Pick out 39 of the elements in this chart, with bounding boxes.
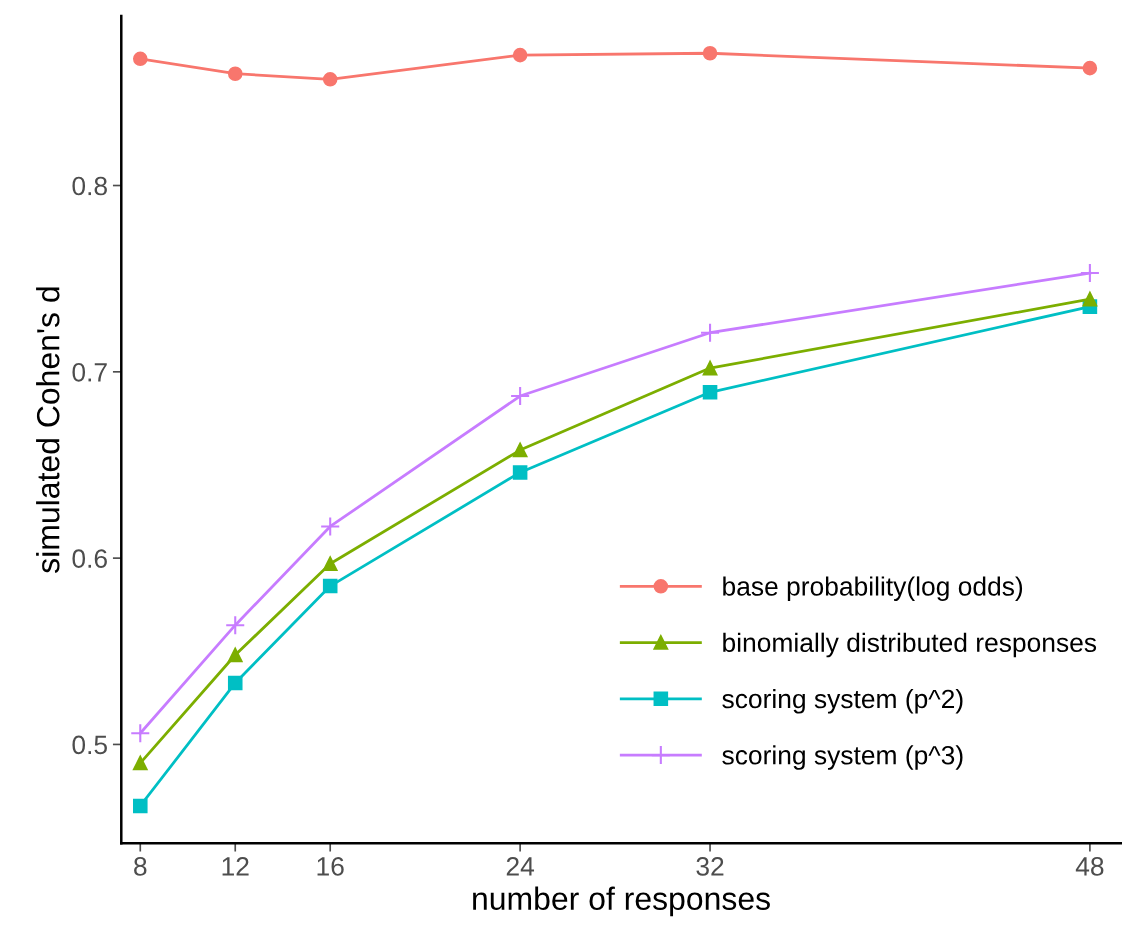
point (322, 578, 338, 594)
point (512, 47, 528, 63)
point (227, 675, 243, 691)
legend-label: base probability(log odds) (723, 576, 1023, 601)
point (702, 385, 718, 400)
y-tick-label: 0.5 (72, 735, 107, 755)
point (322, 556, 338, 572)
point (512, 465, 528, 480)
point (130, 723, 151, 744)
x-tick-label: 48 (1075, 857, 1104, 876)
x-tick-label: 16 (317, 857, 344, 876)
point (1082, 60, 1098, 76)
point (225, 615, 246, 636)
point (1079, 263, 1100, 284)
point (702, 45, 718, 61)
legend-label: scoring system (p^3) (722, 745, 963, 770)
point (227, 647, 243, 663)
legend-label: binomially distributed responses (723, 632, 1097, 658)
x-tick-label: 8 (134, 857, 147, 876)
point (132, 755, 148, 771)
point (322, 72, 338, 87)
point (702, 360, 718, 376)
x-axis-title: number of responses (473, 886, 770, 917)
x-tick-label: 24 (506, 857, 535, 876)
y-tick-label: 0.8 (72, 176, 107, 196)
point (1082, 291, 1098, 307)
legend-label: scoring system (p^2) (722, 688, 963, 714)
y-axis-title: simulated Cohen's d (36, 287, 60, 573)
point (510, 385, 531, 407)
y-tick-label: 0.6 (72, 549, 107, 568)
x-tick-label: 12 (222, 857, 249, 876)
point (132, 798, 148, 814)
point (227, 66, 243, 82)
point (512, 442, 528, 458)
point (320, 516, 341, 537)
point (699, 322, 721, 343)
x-tick-label: 32 (696, 857, 724, 876)
point (132, 51, 148, 67)
y-tick-label: 0.7 (72, 362, 107, 382)
